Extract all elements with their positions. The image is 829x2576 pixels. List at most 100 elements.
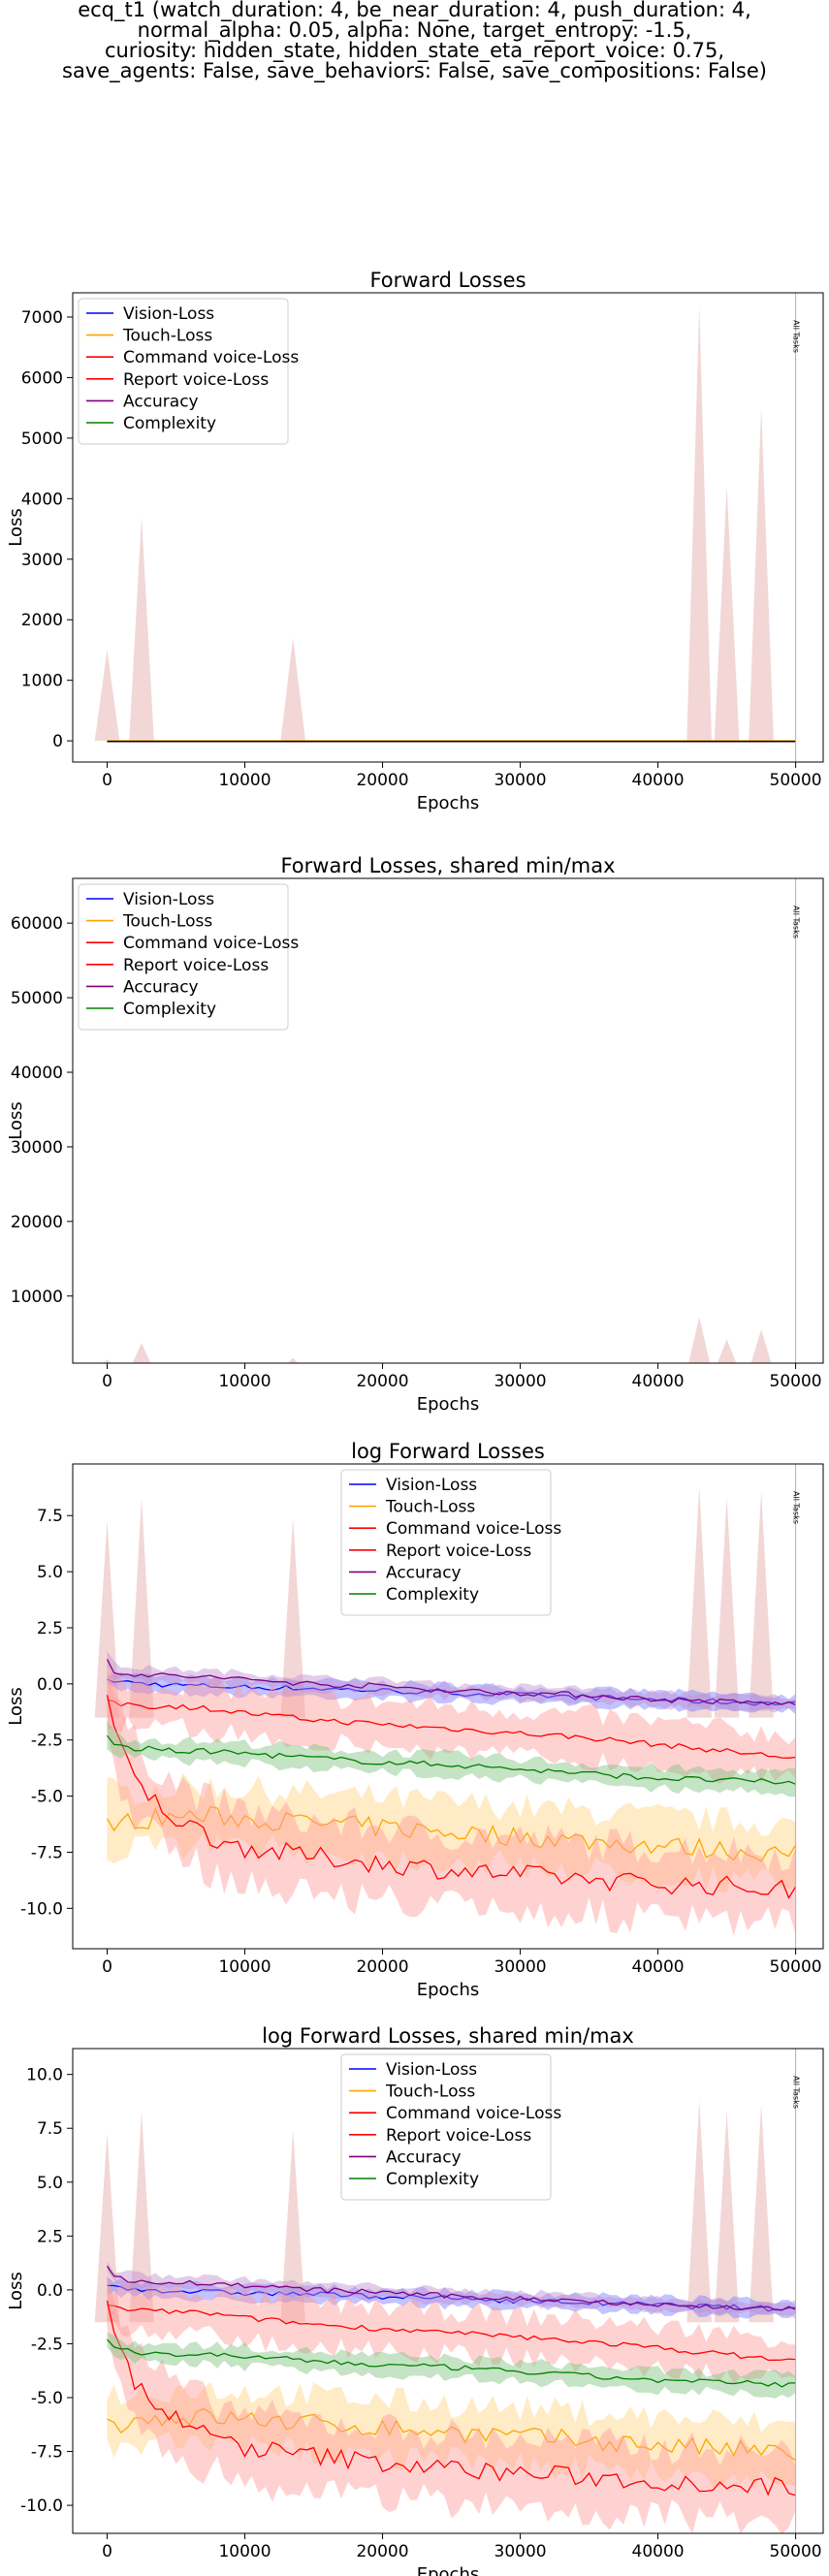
legend-label: Accuracy xyxy=(386,2147,462,2167)
band-accuracy xyxy=(107,2261,796,2319)
y-tick-label: 50000 xyxy=(11,989,63,1008)
y-tick-label: 0 xyxy=(52,732,63,751)
x-tick-label: 20000 xyxy=(356,1372,408,1391)
x-tick-label: 20000 xyxy=(356,1957,408,1977)
legend-label: Command voice-Loss xyxy=(123,348,299,367)
band-touch-loss xyxy=(107,1772,796,1892)
legend-label: Vision-Loss xyxy=(386,2060,477,2080)
y-tick-label: -2.5 xyxy=(31,1732,63,1751)
y-tick-label: 60000 xyxy=(11,914,63,934)
x-tick-label: 40000 xyxy=(632,1372,685,1391)
legend-label: Command voice-Loss xyxy=(386,1519,561,1539)
series-line-accuracy xyxy=(106,1659,796,1706)
axes-frame xyxy=(72,877,824,1364)
legend-label: Vision-Loss xyxy=(123,304,214,324)
y-tick-label: 4000 xyxy=(21,490,63,509)
legend-box xyxy=(78,883,289,1031)
y-tick-label: -7.5 xyxy=(31,2443,63,2463)
legend-label: Command voice-Loss xyxy=(123,934,299,953)
spike-band xyxy=(688,1317,711,1363)
legend-label: Complexity xyxy=(123,1000,216,1019)
legend-label: Complexity xyxy=(123,414,216,433)
x-tick-label: 40000 xyxy=(632,2542,685,2561)
y-tick-label: 0.0 xyxy=(37,1675,63,1695)
y-tick-label: 7.5 xyxy=(37,1507,63,1526)
suptitle-line: save_agents: False, save_behaviors: Fals… xyxy=(62,59,767,82)
legend: Vision-Loss Touch-Loss Command voice-Loss R… xyxy=(78,298,299,445)
legend-label: Vision-Loss xyxy=(123,890,214,909)
series-line-accuracy xyxy=(106,2266,796,2311)
legend-label: Report voice-Loss xyxy=(123,956,269,975)
spike-band xyxy=(287,1357,299,1363)
y-tick-label: -10.0 xyxy=(20,2496,63,2516)
x-axis-label: Epochs xyxy=(417,2564,480,2576)
axes-frame xyxy=(72,292,824,763)
band-vision-loss xyxy=(107,1671,796,1715)
legend-label: Complexity xyxy=(386,2170,479,2189)
spike-band xyxy=(717,1339,737,1363)
y-tick-label: 7.5 xyxy=(37,2119,63,2139)
y-tick-label: 7000 xyxy=(21,308,63,328)
legend-label: Complexity xyxy=(386,1585,479,1605)
legend-label: Accuracy xyxy=(123,977,199,997)
x-tick-label: 30000 xyxy=(494,2542,547,2561)
vline-label: All Tasks xyxy=(792,1491,801,1524)
spike-band xyxy=(686,1486,712,1718)
y-tick-label: -10.0 xyxy=(20,1899,63,1919)
x-tick-label: 10000 xyxy=(218,1372,271,1391)
legend-label: Touch-Loss xyxy=(122,912,212,932)
spike-band xyxy=(132,1343,151,1363)
y-tick-label: 2000 xyxy=(21,611,63,630)
x-axis-label: Epochs xyxy=(417,1394,480,1415)
legend-box xyxy=(340,2053,552,2201)
spike-band xyxy=(750,1329,772,1363)
y-tick-label: -5.0 xyxy=(31,2389,63,2408)
spike-band xyxy=(686,304,712,742)
x-tick-label: 50000 xyxy=(770,1372,822,1391)
legend: Vision-Loss Touch-Loss Command voice-Loss R… xyxy=(340,1469,561,1616)
y-tick-label: 5.0 xyxy=(37,1563,63,1582)
legend-label: Touch-Loss xyxy=(385,2083,475,2102)
suptitle-line: normal_alpha: 0.05, alpha: None, target_… xyxy=(137,18,692,42)
x-tick-label: 0 xyxy=(102,1957,112,1977)
legend-label: Vision-Loss xyxy=(386,1476,477,1495)
series-line-vision-loss xyxy=(107,1678,796,1706)
band-accuracy xyxy=(107,1651,796,1713)
legend-label: Accuracy xyxy=(386,1563,462,1582)
plot-area xyxy=(94,1486,797,1936)
y-tick-label: 20000 xyxy=(11,1213,63,1232)
y-tick-label: 3000 xyxy=(21,551,63,570)
spike-band xyxy=(714,2111,740,2323)
spike-band xyxy=(749,2104,774,2323)
y-tick-label: 6000 xyxy=(21,368,63,388)
band-complexity xyxy=(107,1721,796,1797)
y-tick-label: -5.0 xyxy=(31,1788,63,1807)
spike-band xyxy=(103,1359,112,1363)
spike-band xyxy=(749,1490,774,1718)
plot-area xyxy=(103,1317,772,1363)
y-tick-label: 30000 xyxy=(11,1138,63,1158)
legend-label: Accuracy xyxy=(123,392,199,411)
x-tick-label: 40000 xyxy=(632,771,685,790)
figure-suptitle: ecq_t1 (watch_duration: 4, be_near_durat… xyxy=(0,0,829,81)
x-tick-label: 0 xyxy=(102,1372,112,1391)
chart-title: Forward Losses xyxy=(369,269,526,292)
y-tick-label: 10.0 xyxy=(26,2066,63,2085)
legend-label: Touch-Loss xyxy=(122,327,212,346)
y-tick-label: -2.5 xyxy=(31,2335,63,2354)
series-line-command-voice-loss xyxy=(107,1699,796,1759)
x-tick-label: 20000 xyxy=(356,2542,408,2561)
x-tick-label: 30000 xyxy=(494,771,547,790)
x-axis-label: Epochs xyxy=(417,1980,480,2000)
x-tick-label: 10000 xyxy=(218,1957,271,1977)
y-axis-label: Loss xyxy=(6,1101,26,1139)
series-line-complexity xyxy=(106,1734,796,1785)
spike-band xyxy=(280,1517,305,1718)
suptitle-line: ecq_t1 (watch_duration: 4, be_near_durat… xyxy=(78,0,751,21)
chart-4: All Tasks 0 10000 20000 30000 40000 50000 -10.0… xyxy=(6,2024,824,2576)
x-tick-label: 50000 xyxy=(770,771,822,790)
spike-band xyxy=(94,1519,120,1718)
band-touch-loss xyxy=(107,2382,796,2492)
y-tick-label: -7.5 xyxy=(31,1843,63,1862)
